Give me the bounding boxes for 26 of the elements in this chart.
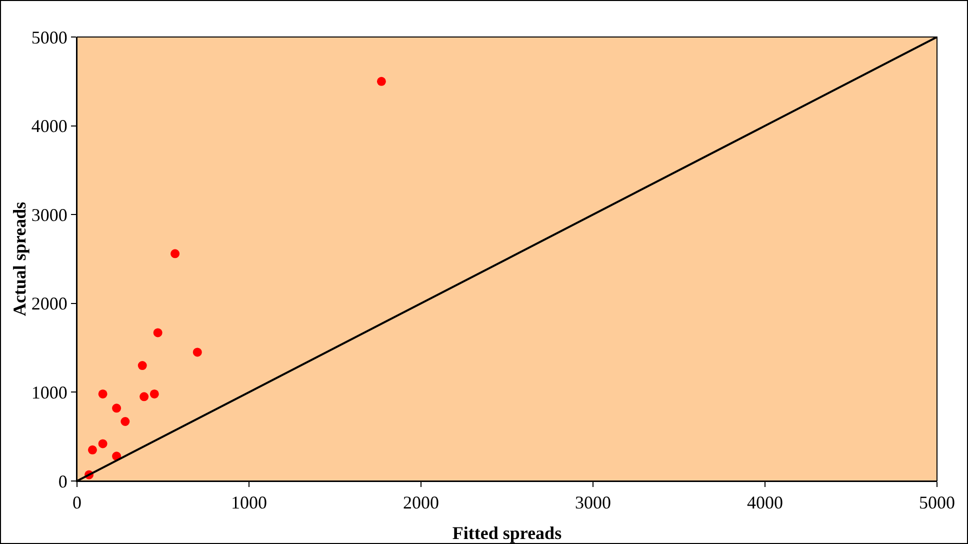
x-tick-label: 4000 [747, 492, 783, 513]
point [88, 445, 97, 454]
y-tick-label: 1000 [31, 382, 68, 402]
point [153, 328, 162, 338]
y-tick-label: 5000 [31, 27, 68, 48]
point [170, 249, 180, 258]
point [98, 389, 108, 398]
y-tick-label: 0 [58, 471, 68, 492]
point [112, 404, 122, 413]
x-axis-title: Fitted spreads [452, 523, 562, 543]
y-tick-label: 2000 [31, 294, 68, 314]
x-tick-label: 2000 [403, 492, 439, 513]
x-tick-label: 0 [72, 492, 82, 513]
point [150, 389, 159, 398]
point [98, 439, 108, 448]
x-tick-label: 5000 [919, 492, 955, 513]
y-axis-title: Actual spreads [9, 202, 30, 316]
point [192, 348, 202, 357]
y-tick-label: 3000 [31, 204, 68, 225]
point [138, 361, 147, 370]
point [140, 392, 149, 402]
x-tick-label: 1000 [231, 492, 267, 513]
y-tick-label: 4000 [31, 116, 68, 136]
point [120, 417, 130, 426]
point [376, 76, 386, 86]
x-tick-label: 3000 [575, 492, 611, 513]
